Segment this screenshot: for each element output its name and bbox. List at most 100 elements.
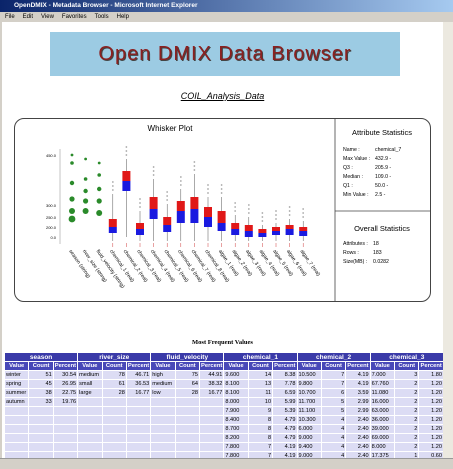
column-header: Value <box>77 361 103 371</box>
table-cell <box>150 397 176 407</box>
menu-item[interactable]: File <box>5 14 15 20</box>
table-cell <box>174 415 201 425</box>
stat-text: chemical_7 <box>375 147 401 153</box>
outlier <box>166 199 168 201</box>
table-cell: 64 <box>174 379 201 389</box>
box-upper <box>217 211 226 223</box>
category-dot <box>69 208 75 214</box>
table-cell: 36.000 <box>369 415 396 425</box>
table-cell: medium <box>77 370 103 380</box>
table-cell: 11.100 <box>296 406 322 416</box>
group-header: river_size <box>77 352 152 362</box>
table-cell: 8 <box>247 433 274 443</box>
column-header: Count <box>28 361 54 371</box>
outlier <box>248 208 250 210</box>
table-cell: 2.99 <box>345 397 371 407</box>
outlier <box>125 146 128 148</box>
table-cell <box>174 433 201 443</box>
outlier <box>288 206 291 208</box>
outlier <box>166 191 168 193</box>
table-cell: 1.20 <box>418 433 443 443</box>
box-lower <box>272 231 280 235</box>
table-cell: 2 <box>393 442 420 452</box>
table-cell: 1.20 <box>418 415 443 425</box>
menu-item[interactable]: Tools <box>94 14 109 20</box>
table-cell: 1.20 <box>418 406 443 416</box>
scrollbar[interactable] <box>443 22 453 458</box>
outlier <box>193 161 196 163</box>
category-dot <box>97 173 101 177</box>
outlier <box>302 212 304 214</box>
outlier <box>152 174 155 176</box>
y-tick-label: 450.0 <box>46 153 57 158</box>
y-tick-label: 200.0 <box>46 225 57 230</box>
table-cell <box>77 406 103 416</box>
table-cell: 1.20 <box>418 379 443 389</box>
table-cell: 1.20 <box>418 397 443 407</box>
box-lower <box>258 233 267 237</box>
table-cell: 11.080 <box>369 388 396 398</box>
table-cell: 36.53 <box>125 379 152 389</box>
table-cell: high <box>150 370 176 380</box>
y-tick-label: 250.0 <box>46 215 57 220</box>
table-cell: 2.40 <box>345 415 371 425</box>
y-tick-label: 300.0 <box>46 203 57 208</box>
table-cell <box>3 406 30 416</box>
box-upper <box>190 197 199 209</box>
column-header: Percent <box>272 361 298 371</box>
outlier <box>234 206 236 208</box>
table-cell: 10.700 <box>296 388 322 398</box>
table-row: 8.400 8 4.79 10.300 4 2.40 36.000 2 1.20 <box>3 415 443 425</box>
table-cell: 7 <box>320 379 347 389</box>
stat-text: 50.0 - <box>375 183 389 189</box>
table-cell: 9.800 <box>296 379 322 389</box>
column-header: Value <box>150 361 176 371</box>
column-header: Count <box>247 361 274 371</box>
table-cell: 38.32 <box>198 379 225 389</box>
box-upper <box>285 225 294 229</box>
outlier <box>193 169 196 171</box>
table-cell: 63.000 <box>369 406 396 416</box>
table-cell: 16.77 <box>198 388 225 398</box>
box-lower <box>149 209 158 219</box>
menu-item[interactable]: Edit <box>22 14 34 20</box>
table-cell <box>125 424 152 434</box>
table-cell <box>174 424 201 434</box>
table-cell: 8.400 <box>223 415 249 425</box>
outlier <box>166 195 168 197</box>
outlier <box>112 189 114 191</box>
table-cell: 4 <box>320 415 347 425</box>
outlier <box>261 220 264 222</box>
table-cell: 2 <box>393 406 420 416</box>
table-cell: 2 <box>393 415 420 425</box>
table-title: Most Frequent Values <box>192 339 253 346</box>
box-upper <box>299 227 308 231</box>
table-cell: 10.300 <box>296 415 322 425</box>
box-lower <box>231 229 240 235</box>
stat-text: Attributes : <box>343 241 368 247</box>
column-header: Percent <box>418 361 443 371</box>
dataset-link[interactable]: COIL_Analysis_Data <box>180 91 265 101</box>
table-cell <box>77 433 103 443</box>
menu-item[interactable]: Help <box>116 14 129 20</box>
category-dot <box>83 198 89 204</box>
menu-item[interactable]: Favorites <box>61 14 87 20</box>
category-dot <box>83 177 88 181</box>
table-cell: 4 <box>320 424 347 434</box>
table-cell: 9.000 <box>296 433 322 443</box>
table-cell <box>150 424 176 434</box>
table-cell <box>174 442 201 452</box>
table-cell: winter <box>3 370 30 380</box>
table-cell: 11 <box>247 388 274 398</box>
category-dot <box>70 153 74 157</box>
table-row: winter 51 30.54 medium 78 46.71 high 75 44.91 9.6… <box>3 370 443 380</box>
table-cell: 1.20 <box>418 424 443 434</box>
menu-item[interactable]: View <box>41 14 54 20</box>
box-upper <box>204 207 212 217</box>
box-upper <box>244 225 253 231</box>
table-row: 7.900 9 5.39 11.100 5 2.99 63.000 2 1.20 <box>3 406 443 416</box>
category-dot <box>97 161 101 165</box>
outlier <box>302 216 304 218</box>
category-dot <box>97 186 102 192</box>
outlier <box>180 184 182 186</box>
